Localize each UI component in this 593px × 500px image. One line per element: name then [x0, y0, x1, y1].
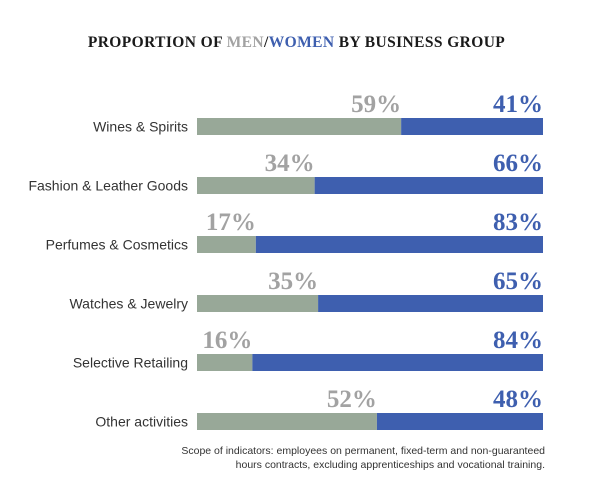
label-men-percent: 34% [265, 150, 315, 177]
label-women-percent: 65% [493, 268, 543, 295]
category-label: Other activities [95, 414, 188, 430]
bar-women [314, 177, 543, 194]
label-men-percent: 59% [351, 91, 401, 118]
scope-footnote-line-1: Scope of indicators: employees on perman… [181, 445, 545, 457]
title-separator: / [264, 34, 269, 51]
category-label: Selective Retailing [73, 355, 188, 371]
label-men-percent: 16% [202, 327, 252, 354]
title-prefix: PROPORTION OF [87, 34, 227, 51]
label-women-percent: 84% [493, 327, 543, 354]
label-men-percent: 17% [206, 209, 256, 236]
bar-women [318, 295, 543, 312]
label-women-percent: 83% [493, 209, 543, 236]
scope-footnote-line-2: hours contracts, excluding apprenticeshi… [235, 459, 545, 471]
title-suffix: BY BUSINESS GROUP [334, 34, 506, 51]
bar-men [197, 236, 256, 253]
label-men-percent: 52% [327, 386, 377, 413]
category-label: Watches & Jewelry [69, 296, 188, 312]
bar-men [197, 354, 253, 371]
title-men: MEN [226, 34, 265, 51]
bar-women [252, 354, 544, 371]
bar-men [197, 118, 402, 135]
bar-men [197, 177, 315, 194]
category-label: Wines & Spirits [93, 119, 188, 135]
bar-women [376, 413, 543, 430]
bar-women [401, 118, 543, 135]
label-men-percent: 35% [268, 268, 318, 295]
label-women-percent: 41% [493, 91, 543, 118]
category-label: Perfumes & Cosmetics [46, 237, 188, 253]
bar-men [197, 295, 319, 312]
bar-men [197, 413, 377, 430]
scope-footnote: Scope of indicators: employees on perman… [115, 444, 545, 472]
title-women: WOMEN [268, 34, 335, 51]
chart-title: PROPORTION OF MEN/WOMEN BY BUSINESS GROU… [0, 34, 593, 52]
category-label: Fashion & Leather Goods [28, 178, 188, 194]
bar-women [255, 236, 543, 253]
label-women-percent: 66% [493, 150, 543, 177]
label-women-percent: 48% [493, 386, 543, 413]
